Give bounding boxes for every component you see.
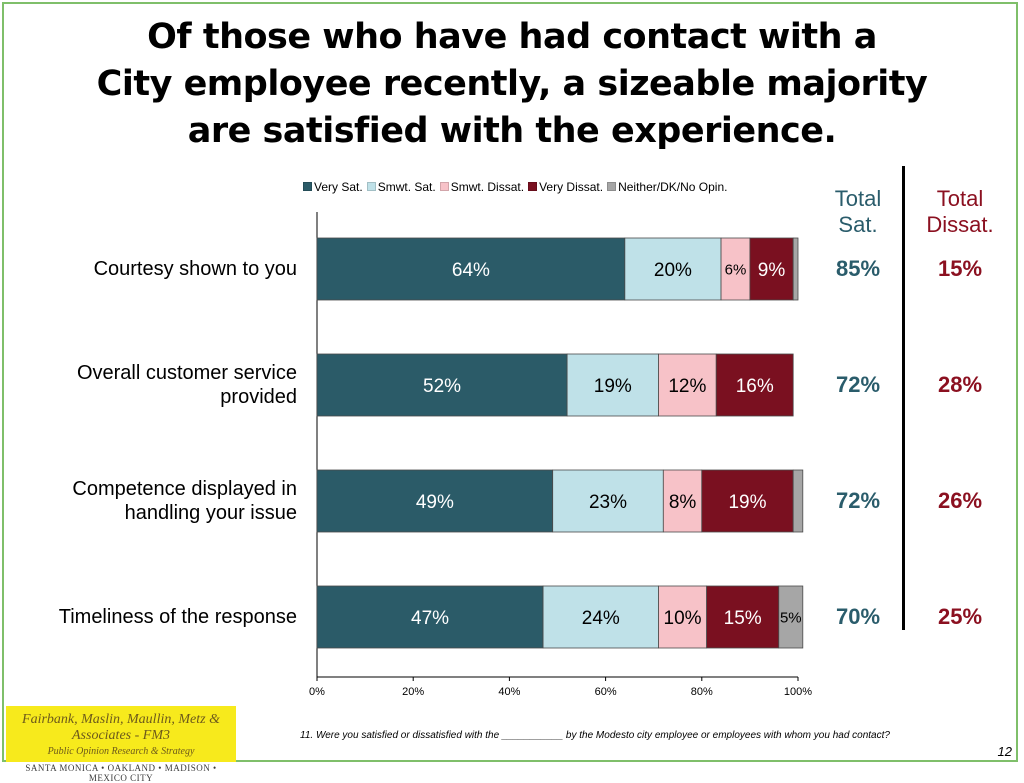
page-number: 12 — [997, 744, 1012, 759]
total-dissat-header-line: Dissat. — [926, 212, 994, 237]
footnote: 11. Were you satisfied or dissatisfied w… — [300, 730, 890, 741]
legend-swatch — [607, 182, 617, 191]
bar-segment — [542, 585, 659, 649]
total-sat-value: 85% — [835, 256, 881, 281]
company-logo: Fairbank, Maslin, Maullin, Metz & Associ… — [6, 706, 236, 783]
category-label: Timeliness of the response — [7, 605, 297, 629]
x-tick-label: 40% — [498, 686, 520, 698]
x-tick-label: 60% — [595, 686, 617, 698]
total-dissat-value: 25% — [937, 604, 983, 629]
total-sat-value: 72% — [835, 488, 881, 513]
column-divider — [902, 166, 905, 630]
logo-cities: SANTA MONICA • OAKLAND • MADISON • MEXIC… — [25, 763, 217, 783]
total-sat-header-line: Sat. — [838, 212, 878, 237]
data-label: 19% — [728, 492, 766, 513]
bar-segment — [715, 353, 794, 417]
x-tick-label: 80% — [691, 686, 713, 698]
bar-segment — [552, 469, 664, 533]
data-label: 24% — [582, 608, 620, 629]
legend-item: Neither/DK/No Opin. — [607, 180, 727, 194]
data-label: 5% — [780, 609, 802, 626]
logo-name: Fairbank, Maslin, Maullin, Metz & Associ… — [22, 712, 220, 743]
legend-swatch — [528, 182, 538, 191]
bar-segment — [566, 353, 659, 417]
category-label-line: Courtesy shown to you — [93, 258, 297, 280]
data-label: 10% — [664, 608, 702, 629]
bar-segment — [662, 469, 703, 533]
data-label: 16% — [736, 376, 774, 397]
category-label-line: Competence displayed in — [72, 478, 297, 500]
title-line: are satisfied with the experience. — [187, 111, 837, 151]
legend-label: Smwt. Sat. — [377, 180, 436, 194]
bar-segment — [749, 237, 794, 301]
bar-segment — [316, 237, 626, 301]
total-dissat-value: 15% — [937, 256, 983, 281]
category-label: Competence displayed in handling your iss… — [7, 477, 297, 525]
category-label-line: handling your issue — [124, 502, 297, 524]
slide-title: Of those who have had contact with a Cit… — [40, 14, 984, 155]
legend-item: Smwt. Dissat. — [439, 180, 525, 194]
data-label: 52% — [423, 376, 461, 397]
data-label: 12% — [668, 376, 706, 397]
category-label: Overall customer service provided — [7, 361, 297, 409]
total-dissat-header: Total Dissat. — [910, 186, 1010, 238]
total-sat-header: Total Sat. — [808, 186, 908, 238]
data-label: 15% — [724, 608, 762, 629]
legend-swatch — [366, 182, 376, 191]
x-tick-label: 100% — [784, 686, 812, 698]
bar-segment — [778, 585, 804, 649]
title-line: Of those who have had contact with a — [147, 17, 877, 57]
legend-item: Very Sat. — [303, 180, 363, 194]
legend-label: Very Dissat. — [539, 180, 604, 194]
legend-swatch — [439, 182, 449, 191]
total-dissat-value: 28% — [937, 372, 983, 397]
slide-frame — [2, 2, 1018, 762]
data-label: 23% — [589, 492, 627, 513]
legend-swatch — [303, 182, 312, 191]
data-label: 9% — [758, 260, 786, 281]
bar-segment — [316, 353, 568, 417]
bar-segment — [658, 585, 708, 649]
title-line: City employee recently, a sizeable major… — [96, 64, 928, 104]
total-dissat-value: 26% — [937, 488, 983, 513]
logo-tagline: Public Opinion Research & Strategy — [47, 746, 195, 757]
total-sat-value: 72% — [835, 372, 881, 397]
bar-segment — [792, 469, 804, 533]
total-dissat-header-line: Total — [936, 186, 984, 211]
data-label: 47% — [411, 608, 449, 629]
chart-legend: Very Sat. Smwt. Sat. Smwt. Dissat. Very Dis… — [303, 180, 731, 194]
bar-segment — [316, 585, 544, 649]
data-label: 6% — [725, 261, 747, 278]
data-label: 49% — [416, 492, 454, 513]
legend-label: Neither/DK/No Opin. — [618, 180, 728, 194]
x-tick-label: 20% — [402, 686, 424, 698]
data-label: 19% — [594, 376, 632, 397]
data-label: 20% — [654, 260, 692, 281]
x-tick-label: 0% — [309, 686, 325, 698]
data-label: 8% — [669, 492, 697, 513]
category-label-line: provided — [220, 386, 297, 408]
category-label-line: Timeliness of the response — [58, 606, 297, 628]
legend-item: Very Dissat. — [528, 180, 603, 194]
legend-label: Very Sat. — [314, 180, 363, 194]
category-label: Courtesy shown to you — [7, 257, 297, 281]
bar-segment — [624, 237, 722, 301]
bar-segment — [706, 585, 780, 649]
legend-item: Smwt. Sat. — [366, 180, 436, 194]
total-sat-value: 70% — [835, 604, 881, 629]
category-label-line: Overall customer service — [76, 362, 297, 384]
data-label: 64% — [452, 260, 490, 281]
bar-segment — [792, 237, 799, 301]
bar-segment — [658, 353, 717, 417]
legend-label: Smwt. Dissat. — [450, 180, 525, 194]
total-sat-header-line: Total — [834, 186, 882, 211]
